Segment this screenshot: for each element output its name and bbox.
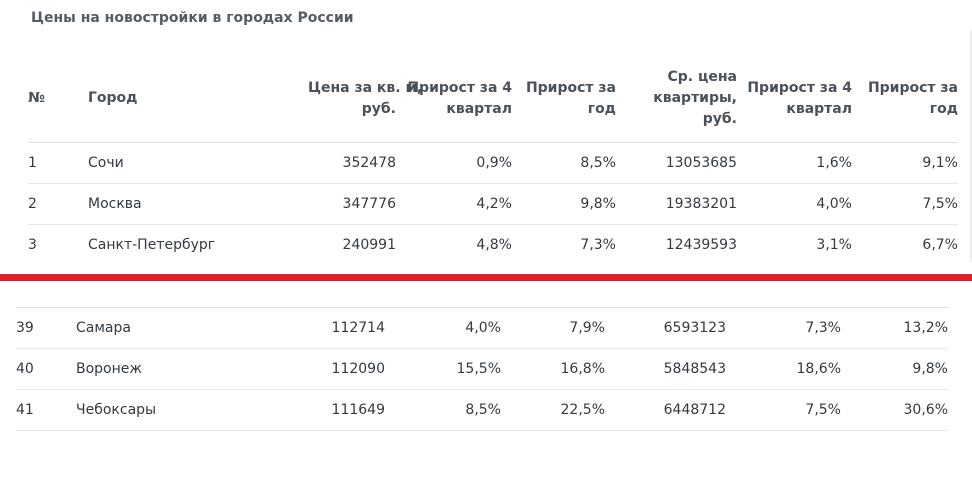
right-edge-scrollbar (970, 30, 972, 262)
cell-growth-quarter: 4,2% (396, 183, 512, 225)
header-city: Город (88, 56, 308, 143)
cell-avg-price: 13053685 (616, 142, 737, 184)
cell-growth-year-2: 13,2% (841, 307, 948, 349)
table-row: 41 Чебоксары 111649 8,5% 22,5% 6448712 7… (16, 389, 948, 431)
cell-avg-price: 12439593 (665, 236, 737, 253)
header-growth-year-line1: Прирост за (525, 79, 616, 96)
cell-growth-year-2: 7,5% (852, 183, 958, 225)
header-growth-quarter: Прирост за 4 квартал (396, 56, 512, 143)
header-price-sqm-line1: Цена за кв. м, (308, 79, 423, 96)
header-number: № (28, 56, 88, 143)
cell-growth-year-2: 6,7% (922, 236, 958, 253)
header-growth-quarter-2-line1: Прирост за 4 (747, 79, 852, 96)
header-growth-quarter-line2: квартал (446, 100, 512, 117)
red-divider (0, 274, 972, 281)
price-table-bottom: 39 Самара 112714 4,0% 7,9% 6593123 7,3% … (16, 307, 948, 431)
cell-growth-year: 16,8% (501, 348, 605, 390)
cell-number: 2 (28, 183, 88, 225)
cell-growth-quarter-2: 18,6% (726, 348, 841, 390)
table-header-row: № Город Цена за кв. м, руб. Прирост за 4 к… (28, 56, 958, 143)
cell-growth-year: 7,9% (501, 307, 605, 349)
header-avg-price-line2: квартиры, (653, 90, 737, 107)
cell-growth-quarter: 8,5% (385, 389, 501, 431)
cell-avg-price: 5848543 (605, 348, 726, 390)
cell-growth-year-2: 30,6% (841, 389, 948, 431)
header-growth-year-2-line2: год (929, 100, 958, 117)
cell-avg-price: 6448712 (605, 389, 726, 431)
cell-number: 40 (16, 348, 76, 390)
cell-avg-price: 19383201 (616, 183, 737, 225)
cell-city: Чебоксары (76, 389, 296, 431)
cell-number: 39 (16, 307, 76, 349)
cell-growth-year-2: 9,8% (841, 348, 948, 390)
cell-number: 1 (28, 142, 88, 184)
cell-price-sqm: 111649 (296, 389, 385, 431)
header-price-sqm-line2: руб. (361, 100, 396, 117)
cell-growth-year-2: 9,1% (852, 142, 958, 184)
cell-growth-quarter-2: 3,1% (816, 236, 852, 253)
table-title: Цены на новостройки в городах России (31, 10, 354, 26)
cell-city: Самара (76, 307, 296, 349)
header-growth-year-2-line1: Прирост за (867, 79, 958, 96)
cell-growth-quarter: 15,5% (385, 348, 501, 390)
cell-city: Воронеж (76, 348, 296, 390)
header-growth-year-line2: год (587, 100, 616, 117)
cell-growth-year: 8,5% (512, 142, 616, 184)
cell-city: Москва (88, 183, 308, 225)
cell-growth-quarter-2: 7,5% (726, 389, 841, 431)
cell-city: Сочи (88, 142, 308, 184)
header-growth-quarter-line1: Прирост за 4 (407, 79, 512, 96)
header-avg-price-line1: Ср. цена (667, 69, 737, 86)
cell-growth-quarter: 4,8% (476, 236, 512, 253)
cell-growth-quarter: 0,9% (396, 142, 512, 184)
cell-growth-year: 9,8% (512, 183, 616, 225)
cell-growth-quarter-2: 1,6% (737, 142, 852, 184)
cell-price-sqm: 112714 (296, 307, 385, 349)
cell-number: 41 (16, 389, 76, 431)
cell-number: 3 (28, 236, 37, 253)
header-growth-year: Прирост за год (512, 56, 616, 143)
table-row: 1 Сочи 352478 0,9% 8,5% 13053685 1,6% 9,… (28, 142, 958, 184)
cell-avg-price: 6593123 (605, 307, 726, 349)
cell-price-sqm: 240991 (342, 236, 396, 253)
header-growth-year-2: Прирост за год (852, 56, 958, 143)
cell-price-sqm: 347776 (308, 183, 396, 225)
table-row: 39 Самара 112714 4,0% 7,9% 6593123 7,3% … (16, 307, 948, 349)
cell-growth-year: 7,3% (580, 236, 616, 253)
cell-price-sqm: 352478 (308, 142, 396, 184)
header-price-sqm: Цена за кв. м, руб. (308, 56, 422, 143)
header-avg-price-line3: руб. (702, 111, 737, 128)
cell-city: Санкт-Петербург (88, 236, 216, 253)
cell-price-sqm: 112090 (296, 348, 385, 390)
table-row: 2 Москва 347776 4,2% 9,8% 19383201 4,0% … (28, 183, 958, 225)
table-row: 3 Санкт-Петербург 240991 4,8% 7,3% 12439… (28, 224, 958, 265)
table-row: 40 Воронеж 112090 15,5% 16,8% 5848543 18… (16, 348, 948, 390)
cell-growth-quarter: 4,0% (385, 307, 501, 349)
cell-growth-quarter-2: 7,3% (726, 307, 841, 349)
price-table-top: № Город Цена за кв. м, руб. Прирост за 4 к… (28, 56, 958, 265)
cell-growth-quarter-2: 4,0% (737, 183, 852, 225)
header-growth-quarter-2-line2: квартал (786, 100, 852, 117)
header-growth-quarter-2: Прирост за 4 квартал (737, 56, 852, 143)
header-avg-price: Ср. цена квартиры, руб. (616, 56, 737, 143)
cell-growth-year: 22,5% (501, 389, 605, 431)
